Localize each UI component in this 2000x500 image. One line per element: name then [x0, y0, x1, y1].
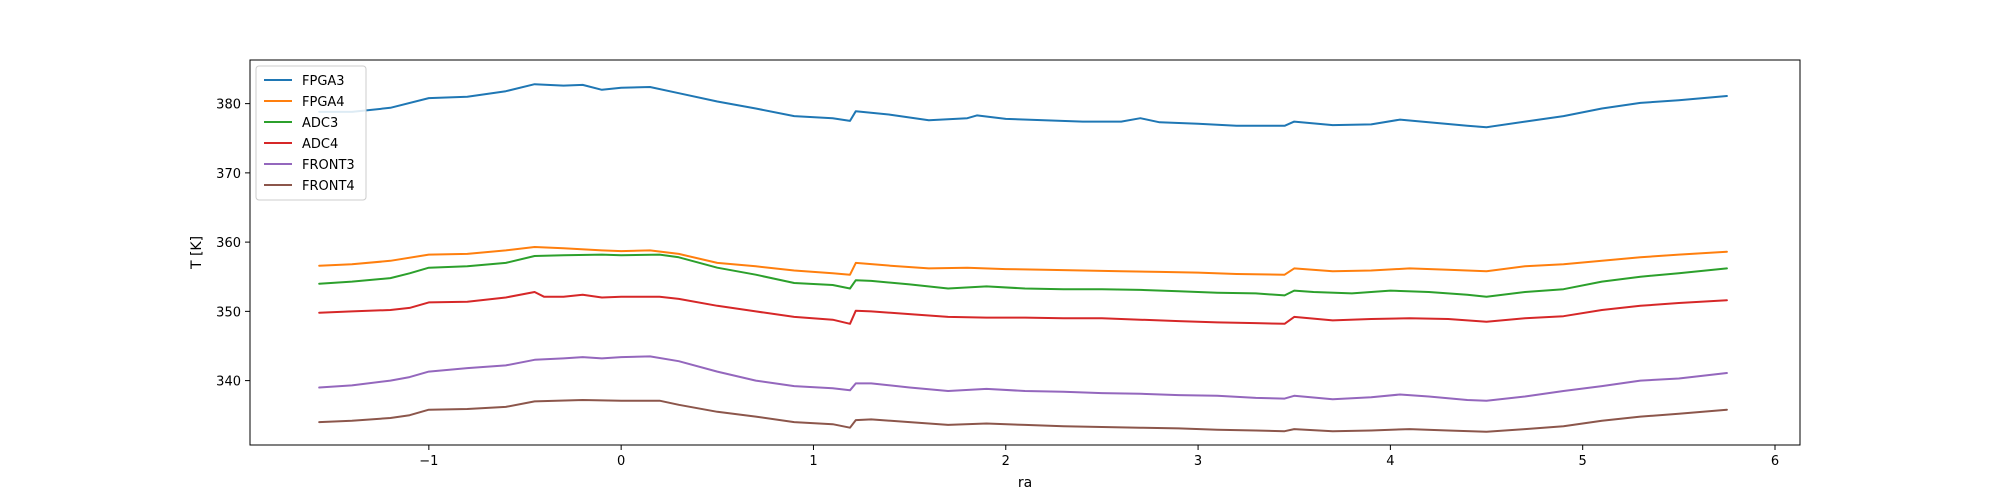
y-tick-label: 360: [216, 236, 241, 251]
x-axis: −1 0 1 2 3 4 5 6: [419, 445, 1779, 469]
legend-label-fpga3: FPGA3: [302, 74, 345, 89]
x-tick-label: 5: [1579, 454, 1587, 469]
series-line-adc3: [318, 253, 1728, 298]
legend-label-fpga4: FPGA4: [302, 95, 345, 110]
legend-label-front3: FRONT3: [302, 158, 355, 173]
series-line-front4: [318, 399, 1728, 433]
x-tick-label: 4: [1386, 454, 1394, 469]
series-line-fpga4: [318, 246, 1728, 276]
plot-area: [250, 60, 1800, 445]
x-tick-label: 0: [617, 454, 625, 469]
y-axis-label: T [K]: [189, 236, 205, 270]
legend-label-adc3: ADC3: [302, 116, 338, 131]
legend: FPGA3 FPGA4 ADC3 ADC4 FRONT3 FRONT4: [255, 65, 367, 201]
axes-frame: [249, 59, 1801, 446]
x-tick-label: 6: [1771, 454, 1779, 469]
y-axis: 340 350 360 370 380: [216, 98, 250, 390]
legend-label-front4: FRONT4: [302, 179, 355, 194]
x-axis-label: ra: [1018, 475, 1032, 491]
y-tick-label: 350: [216, 305, 241, 320]
series-line-front3: [318, 355, 1728, 402]
legend-label-adc4: ADC4: [302, 137, 338, 152]
legend-box: [255, 65, 367, 201]
x-tick-label: 3: [1194, 454, 1202, 469]
series-line-fpga3: [318, 83, 1728, 129]
x-tick-label: 2: [1002, 454, 1010, 469]
series-line-adc4: [318, 291, 1728, 325]
x-tick-label: 1: [809, 454, 817, 469]
y-tick-label: 380: [216, 98, 241, 113]
y-tick-label: 340: [216, 375, 241, 390]
series-layer: [318, 83, 1728, 433]
x-tick-label: −1: [419, 454, 438, 469]
y-tick-label: 370: [216, 167, 241, 182]
